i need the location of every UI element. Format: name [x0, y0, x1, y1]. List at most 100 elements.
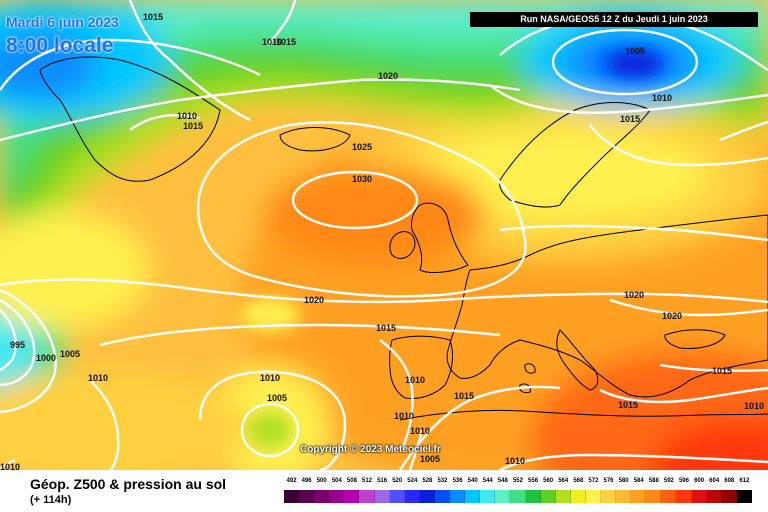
scale-value-label: 564	[558, 478, 569, 484]
isobar-label: 1010	[744, 401, 764, 411]
isobar-label: 1010	[410, 426, 430, 436]
isobar-labels: 1015 1010 1015 1020 1005 1010 1015 1010 …	[0, 12, 764, 470]
scale-swatch	[691, 490, 707, 503]
coastlines	[39, 56, 768, 421]
scale-swatch	[616, 490, 632, 503]
scale-value-label: 496	[301, 478, 312, 484]
scale-swatch	[344, 490, 360, 503]
isobar-label: 1010	[88, 373, 108, 383]
scale-value-label: 508	[346, 478, 357, 484]
scale-swatch	[525, 490, 541, 503]
isobar-label: 1015	[712, 366, 732, 376]
scale-value-label: 584	[633, 478, 644, 484]
model-run-info: Run NASA/GEOS5 12 Z du Jeudi 1 juin 2023	[470, 12, 758, 27]
scale-swatch	[510, 490, 526, 503]
scale-value-label: 596	[678, 478, 689, 484]
isobar-label: 1015	[620, 114, 640, 124]
isobar-label: 1020	[378, 71, 398, 81]
scale-swatch	[374, 490, 390, 503]
isobar-label: 995	[10, 340, 25, 350]
scale-value-label: 516	[377, 478, 388, 484]
isobar-label: 1005	[625, 46, 645, 56]
scale-swatch	[404, 490, 420, 503]
isobar-label: 1015	[376, 323, 396, 333]
isobar-label: 1020	[662, 311, 682, 321]
black-sea-coast	[664, 329, 726, 349]
legend-panel: Géop. Z500 & pression au sol (+ 114h) 49…	[0, 470, 768, 512]
scale-value-label: 520	[392, 478, 403, 484]
scale-swatch	[661, 490, 677, 503]
isobar-label: 1025	[352, 142, 372, 152]
scale-swatch	[329, 490, 345, 503]
scale-value-label: 524	[407, 478, 418, 484]
color-scale: 492 496 500 504 508 512 516 520 524 528 532 536 540 5…	[284, 478, 752, 503]
forecast-time: 8:00 locale	[6, 34, 114, 57]
color-scale-swatches	[284, 490, 752, 503]
copyright-notice: Copyright © 2023 Meteociel.fr	[300, 444, 441, 455]
isobar-label: 1005	[420, 454, 440, 464]
scale-value-label: 552	[512, 478, 523, 484]
isobar-label: 1030	[352, 174, 372, 184]
isobar-label: 1015	[454, 391, 474, 401]
scale-swatch	[646, 490, 662, 503]
iceland-coast	[279, 127, 351, 152]
isobar-label: 1020	[304, 295, 324, 305]
isobar-lines	[0, 0, 768, 470]
scale-value-label: 548	[497, 478, 508, 484]
scale-value-label: 560	[543, 478, 554, 484]
isobar-label: 1015	[183, 121, 203, 131]
scale-swatch	[570, 490, 586, 503]
forecast-date: Mardi 6 juin 2023	[6, 14, 119, 30]
greenland-coast	[39, 56, 221, 182]
scale-value-label: 572	[588, 478, 599, 484]
scale-value-label: 580	[618, 478, 629, 484]
scale-value-label: 600	[694, 478, 705, 484]
isobar-label: 1010	[0, 462, 20, 470]
scale-value-label: 504	[331, 478, 342, 484]
scale-value-label: 556	[528, 478, 539, 484]
scale-swatch	[585, 490, 601, 503]
scale-value-label: 544	[482, 478, 493, 484]
ireland-coast	[389, 231, 416, 259]
scale-value-label: 492	[286, 478, 297, 484]
scale-swatch	[284, 490, 300, 503]
isobar-label: 1005	[60, 349, 80, 359]
scale-swatch	[600, 490, 617, 503]
british-isles-coast	[411, 202, 469, 273]
scale-swatch	[736, 490, 752, 503]
scale-value-label: 604	[709, 478, 720, 484]
isobar-label: 1015	[143, 12, 163, 22]
scale-value-label: 568	[573, 478, 584, 484]
scale-swatch	[480, 490, 496, 503]
scale-swatch	[631, 490, 647, 503]
scale-swatch	[465, 490, 481, 503]
scale-swatch	[419, 490, 435, 503]
isobar-label: 1010	[177, 111, 197, 121]
legend-subtitle: (+ 114h)	[30, 494, 72, 506]
scandinavia-coast	[499, 102, 651, 208]
isobar-label: 1010	[505, 456, 525, 466]
isobar-label: 1010	[260, 373, 280, 383]
isobar-label: 1010	[394, 411, 414, 421]
scale-value-label: 592	[663, 478, 674, 484]
scale-swatch	[706, 490, 722, 503]
scale-swatch	[540, 490, 556, 503]
scale-swatch	[359, 490, 375, 503]
color-scale-labels: 492 496 500 504 508 512 516 520 524 528 532 536 540 5…	[284, 478, 752, 488]
isobar-label: 1010	[652, 93, 672, 103]
scale-value-label: 588	[648, 478, 659, 484]
scale-swatch	[721, 490, 737, 503]
scale-value-label: 512	[362, 478, 373, 484]
scale-value-label: 540	[467, 478, 478, 484]
scale-swatch	[389, 490, 405, 503]
mediterranean-islands	[519, 363, 536, 394]
isobar-label: 1000	[36, 353, 56, 363]
iberia-coast	[389, 335, 453, 399]
scale-swatch	[314, 490, 330, 503]
scale-swatch	[450, 490, 466, 503]
north-africa-coast	[399, 409, 768, 421]
isobar-label: 1005	[267, 393, 287, 403]
scale-swatch	[434, 490, 451, 503]
scale-value-label: 532	[437, 478, 448, 484]
